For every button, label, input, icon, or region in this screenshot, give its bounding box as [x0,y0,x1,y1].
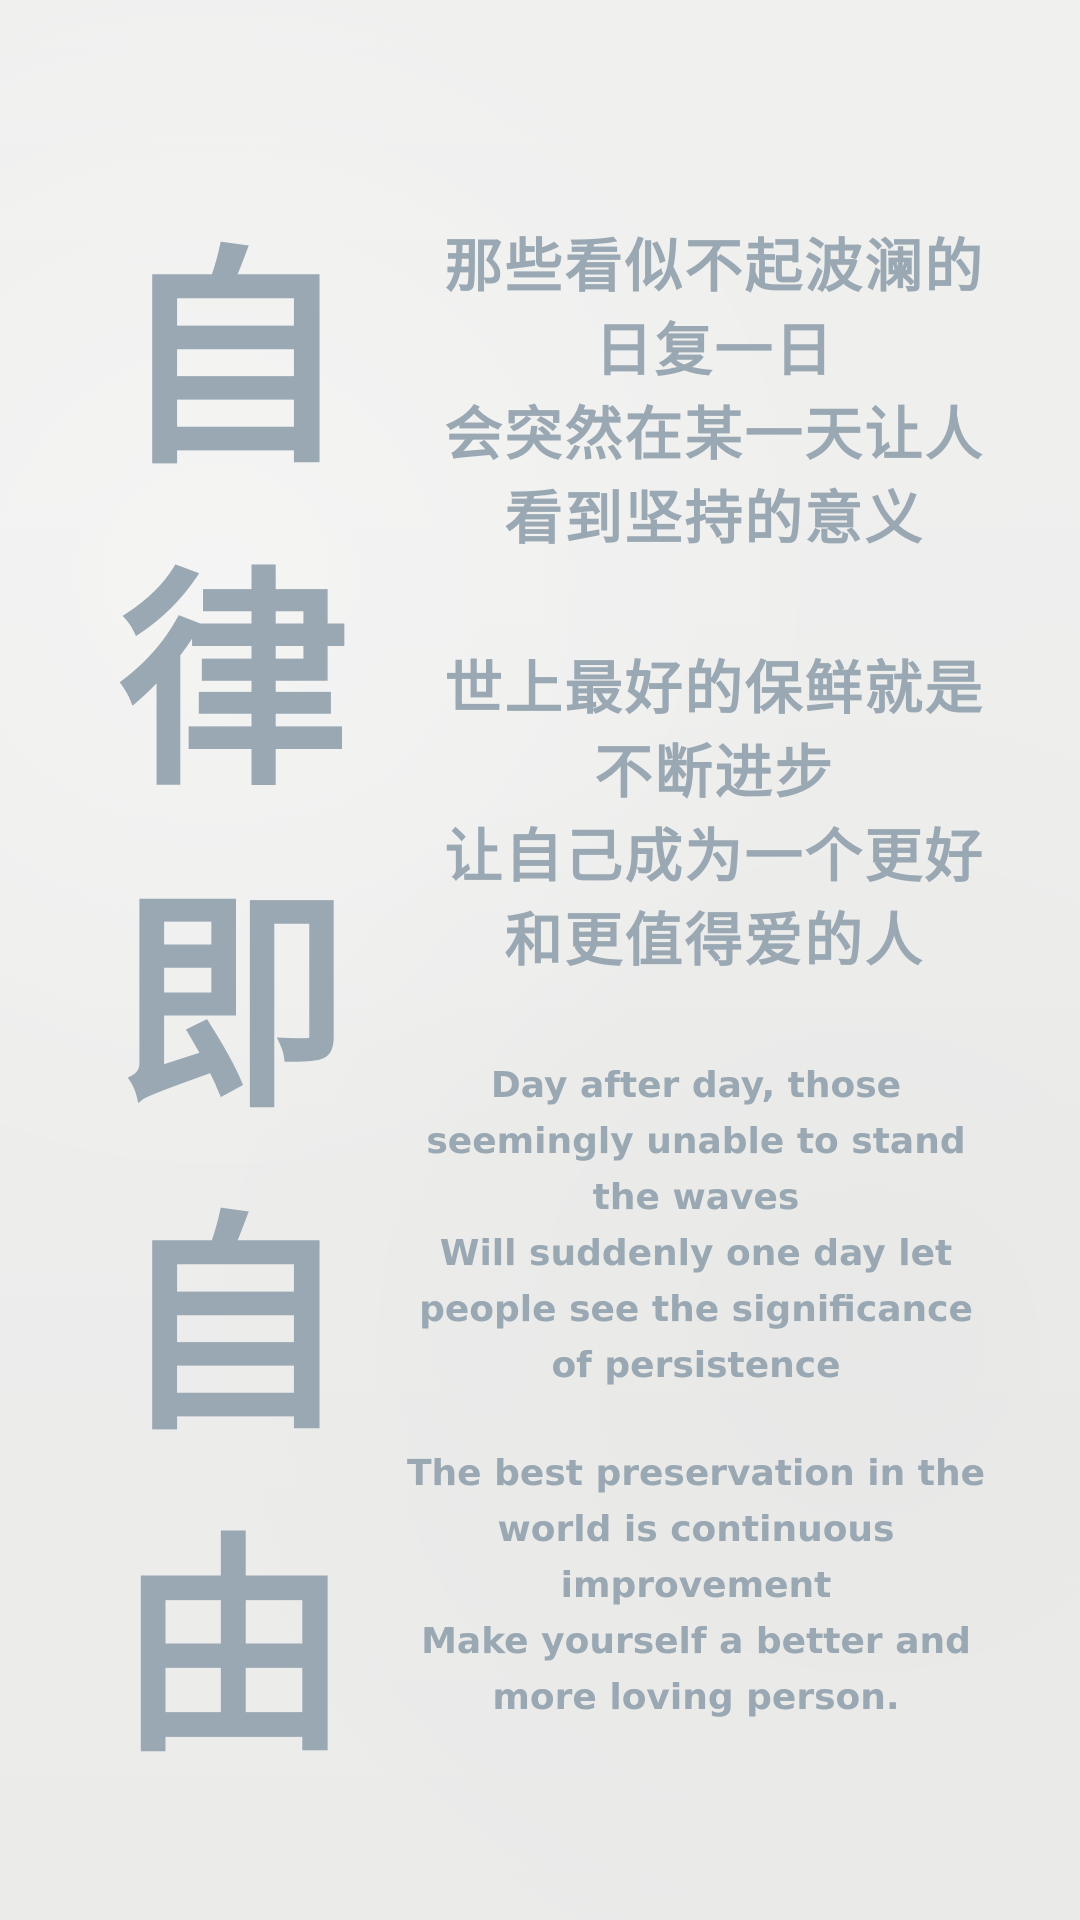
english-line: the waves [592,1177,800,1218]
chinese-line: 看到坚持的意义 [504,484,925,552]
chinese-line: 和更值得爱的人 [504,906,925,974]
chinese-line: 不断进步 [594,738,835,806]
title-char: 律 [118,548,351,818]
english-line: more loving person. [492,1677,900,1718]
title-char: 自 [118,226,351,496]
english-line: people see the significance [419,1289,973,1330]
english-line: seemingly unable to stand [426,1121,966,1162]
title-char: 由 [118,1514,351,1784]
english-line: The best preservation in the [407,1453,985,1494]
chinese-line: 世上最好的保鲜就是 [444,654,985,722]
chinese-line: 那些看似不起波澜的 [444,232,985,300]
english-line: improvement [560,1565,832,1606]
english-line: world is continuous [497,1509,895,1550]
english-line: of persistence [551,1345,841,1386]
chinese-line: 日复一日 [594,316,835,384]
english-line: Day after day, those [490,1065,902,1106]
english-paragraph-2: The best preservation in the world is co… [368,1446,1024,1726]
chinese-paragraph-2: 世上最好的保鲜就是 不断进步 让自己成为一个更好 和更值得爱的人 [390,646,1040,982]
chinese-paragraph-1: 那些看似不起波澜的 日复一日 会突然在某一天让人 看到坚持的意义 [390,224,1040,560]
title-char: 自 [118,1192,351,1462]
english-line: Make yourself a better and [421,1621,971,1662]
vertical-title: 自 律 即 自 由 [118,200,351,1810]
title-char: 即 [118,870,351,1140]
chinese-line: 让自己成为一个更好 [444,822,985,890]
english-paragraph-1: Day after day, those seemingly unable to… [368,1058,1024,1394]
english-line: Will suddenly one day let [439,1233,953,1274]
chinese-line: 会突然在某一天让人 [444,400,985,468]
